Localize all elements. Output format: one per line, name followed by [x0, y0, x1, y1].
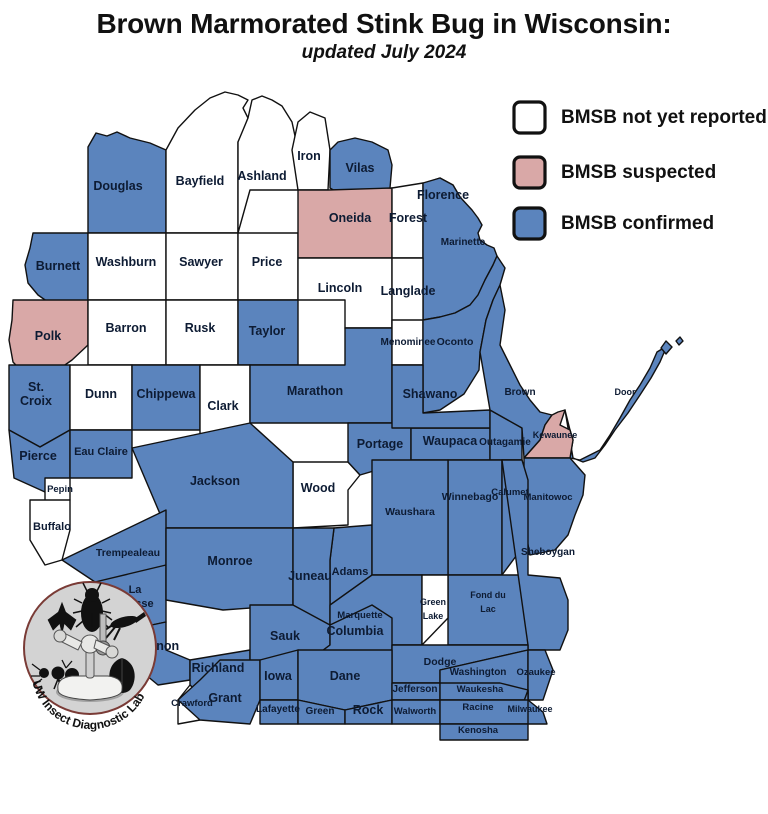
svg-text:Grant: Grant [208, 691, 242, 705]
svg-text:Langlade: Langlade [381, 284, 436, 298]
svg-text:Barron: Barron [106, 321, 147, 335]
svg-text:Columbia: Columbia [327, 624, 385, 638]
svg-text:Lake: Lake [423, 611, 444, 621]
svg-text:Croix: Croix [20, 394, 52, 408]
svg-text:Waushara: Waushara [385, 506, 435, 518]
svg-text:Iron: Iron [297, 149, 321, 163]
svg-text:Manitowoc: Manitowoc [523, 492, 572, 503]
svg-text:Burnett: Burnett [36, 259, 81, 273]
svg-text:Price: Price [252, 255, 283, 269]
svg-text:Walworth: Walworth [394, 706, 437, 717]
svg-text:Green: Green [420, 597, 446, 607]
svg-text:Wood: Wood [301, 481, 335, 495]
svg-text:Shawano: Shawano [403, 387, 458, 401]
svg-text:Jackson: Jackson [190, 474, 240, 488]
svg-text:Waupaca: Waupaca [423, 434, 478, 448]
svg-text:Lafayette: Lafayette [256, 704, 300, 715]
svg-text:Juneau: Juneau [288, 569, 332, 583]
svg-text:Green: Green [306, 706, 335, 717]
svg-text:Forest: Forest [389, 211, 428, 225]
svg-text:Dunn: Dunn [85, 387, 117, 401]
svg-text:BMSB suspected: BMSB suspected [561, 162, 716, 183]
svg-text:Winnebago: Winnebago [442, 491, 498, 503]
svg-text:Taylor: Taylor [249, 324, 286, 338]
svg-text:Oconto: Oconto [437, 336, 474, 348]
svg-text:Oneida: Oneida [329, 211, 372, 225]
svg-text:Marquette: Marquette [337, 610, 382, 621]
svg-text:BMSB not yet reported: BMSB not yet reported [561, 107, 767, 128]
svg-text:Trempealeau: Trempealeau [96, 547, 160, 559]
svg-text:Lac: Lac [480, 604, 496, 614]
svg-text:Kenosha: Kenosha [458, 725, 499, 736]
svg-text:Ozaukee: Ozaukee [516, 667, 555, 678]
svg-text:Sheboygan: Sheboygan [521, 547, 575, 558]
svg-text:Marinette: Marinette [441, 237, 486, 248]
svg-text:St.: St. [28, 380, 44, 394]
svg-text:Polk: Polk [35, 329, 61, 343]
svg-text:Waukesha: Waukesha [457, 684, 504, 695]
svg-text:Milwaukee: Milwaukee [507, 704, 552, 714]
svg-text:BMSB confirmed: BMSB confirmed [561, 213, 714, 234]
svg-text:Crawford: Crawford [171, 698, 213, 709]
svg-text:Douglas: Douglas [93, 179, 142, 193]
svg-text:Marathon: Marathon [287, 384, 343, 398]
svg-text:Richland: Richland [192, 661, 245, 675]
svg-text:Pepin: Pepin [47, 484, 73, 495]
svg-text:Bayfield: Bayfield [176, 174, 225, 188]
svg-text:Rusk: Rusk [185, 321, 216, 335]
svg-text:Racine: Racine [462, 702, 493, 713]
svg-text:Adams: Adams [332, 566, 369, 578]
svg-text:Washington: Washington [450, 667, 507, 678]
svg-text:Buffalo: Buffalo [33, 521, 71, 533]
svg-text:Sauk: Sauk [270, 629, 300, 643]
svg-text:Brown: Brown [504, 387, 535, 398]
svg-text:Clark: Clark [207, 399, 238, 413]
svg-text:Lincoln: Lincoln [318, 281, 362, 295]
svg-text:Kewaunee: Kewaunee [533, 430, 578, 440]
svg-text:Monroe: Monroe [207, 554, 252, 568]
svg-text:Jefferson: Jefferson [392, 684, 437, 695]
svg-text:Sawyer: Sawyer [179, 255, 223, 269]
svg-text:Dane: Dane [330, 669, 361, 683]
svg-text:Portage: Portage [357, 437, 404, 451]
svg-text:Washburn: Washburn [96, 255, 157, 269]
svg-text:Fond du: Fond du [470, 590, 506, 600]
svg-text:Rock: Rock [353, 703, 384, 717]
svg-text:Ashland: Ashland [237, 169, 286, 183]
svg-text:Eau Claire: Eau Claire [74, 446, 128, 458]
svg-text:Outagamie: Outagamie [479, 437, 531, 448]
svg-text:Chippewa: Chippewa [136, 387, 196, 401]
svg-text:Menominee: Menominee [380, 337, 435, 348]
svg-text:Iowa: Iowa [264, 669, 293, 683]
svg-text:Florence: Florence [417, 188, 469, 202]
svg-text:Vilas: Vilas [346, 161, 375, 175]
svg-text:Pierce: Pierce [19, 449, 57, 463]
svg-text:Door: Door [615, 387, 636, 397]
svg-text:La: La [129, 584, 143, 596]
